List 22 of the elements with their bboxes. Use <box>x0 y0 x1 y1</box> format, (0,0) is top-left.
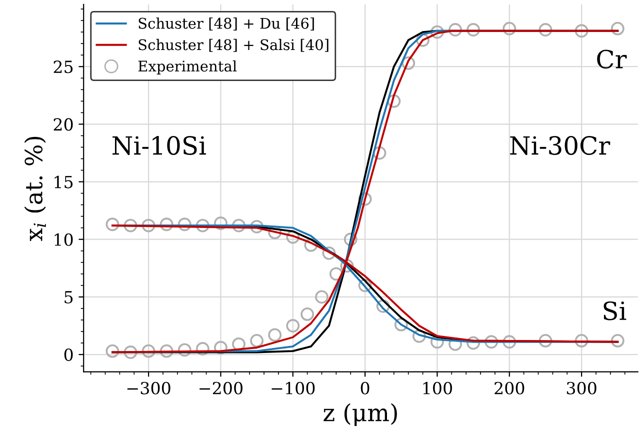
x-axis-title: z (μm) <box>324 403 397 426</box>
x-tick-label: −300 <box>127 382 170 394</box>
y-axis-title: x$_{i}$ (at. %) <box>24 136 46 242</box>
x-tick-label: 100 <box>423 382 452 394</box>
legend-label: Schuster [48] + Salsi [40] <box>138 38 328 52</box>
x-tick-label: 0 <box>360 382 370 394</box>
x-tick-label: −100 <box>272 382 315 394</box>
legend-label: Schuster [48] + Du [46] <box>138 18 314 31</box>
y-tick-label: 5 <box>64 291 73 304</box>
y-tick-label: 0 <box>64 348 73 362</box>
x-tick-label: −200 <box>200 382 242 394</box>
annotation: Cr <box>597 50 627 69</box>
x-tick-label: 200 <box>494 382 524 394</box>
legend-label: Experimental <box>138 60 237 74</box>
annotation: Ni-30Cr <box>510 136 610 155</box>
x-tick-label: 300 <box>566 382 596 394</box>
y-tick-label: 25 <box>54 60 73 74</box>
annotation: Si <box>604 301 626 320</box>
annotation: Ni-10Si <box>112 136 206 155</box>
y-tick-label: 20 <box>54 118 73 131</box>
y-tick-label: 15 <box>54 176 73 188</box>
y-tick-label: 10 <box>54 233 73 246</box>
